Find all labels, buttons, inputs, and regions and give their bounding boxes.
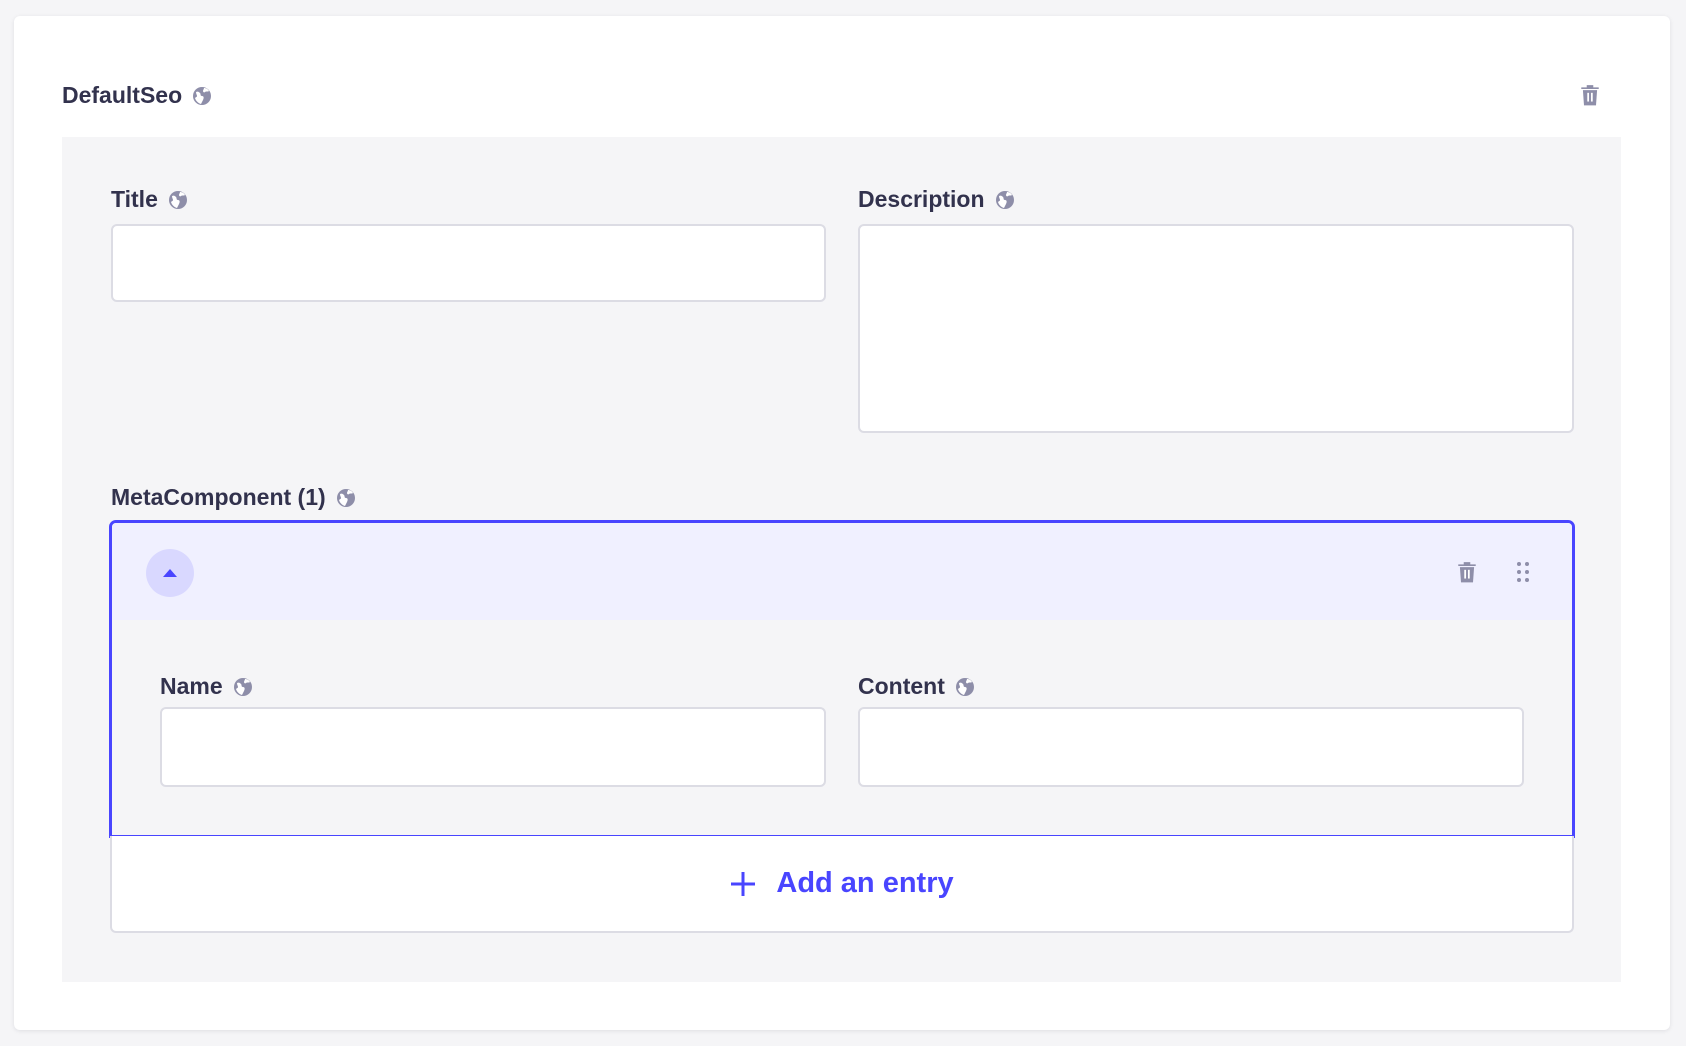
meta-entry-header <box>112 523 1572 620</box>
plus-icon <box>731 871 756 896</box>
name-label: Name <box>160 673 253 700</box>
name-input[interactable] <box>160 707 826 787</box>
globe-icon <box>193 86 212 105</box>
title-label: Title <box>111 186 188 213</box>
name-label-text: Name <box>160 673 223 699</box>
content-label: Content <box>858 673 975 700</box>
globe-icon <box>995 190 1014 209</box>
metacomponent-label: MetaComponent (1) <box>111 484 356 511</box>
add-entry-label: Add an entry <box>776 867 954 899</box>
metacomponent-label-text: MetaComponent (1) <box>111 484 326 510</box>
component-title: DefaultSeo <box>62 82 183 108</box>
content-label-text: Content <box>858 673 945 699</box>
delete-entry-trash-icon[interactable] <box>1455 559 1479 585</box>
title-label-text: Title <box>111 186 158 212</box>
delete-component-trash-icon[interactable] <box>1578 82 1602 108</box>
add-entry-button[interactable]: Add an entry <box>110 836 1574 933</box>
description-label-text: Description <box>858 186 985 212</box>
meta-entry: Name Content <box>109 520 1575 838</box>
title-input[interactable] <box>111 224 826 302</box>
collapse-toggle-button[interactable] <box>146 549 194 597</box>
drag-handle-icon[interactable] <box>1516 561 1530 583</box>
component-header: DefaultSeo <box>62 82 212 109</box>
caret-up-icon <box>163 569 177 577</box>
globe-icon <box>336 488 355 507</box>
globe-icon <box>955 677 974 696</box>
description-label: Description <box>858 186 1015 213</box>
globe-icon <box>168 190 187 209</box>
globe-icon <box>233 677 252 696</box>
description-textarea[interactable] <box>858 224 1574 433</box>
content-input[interactable] <box>858 707 1524 787</box>
